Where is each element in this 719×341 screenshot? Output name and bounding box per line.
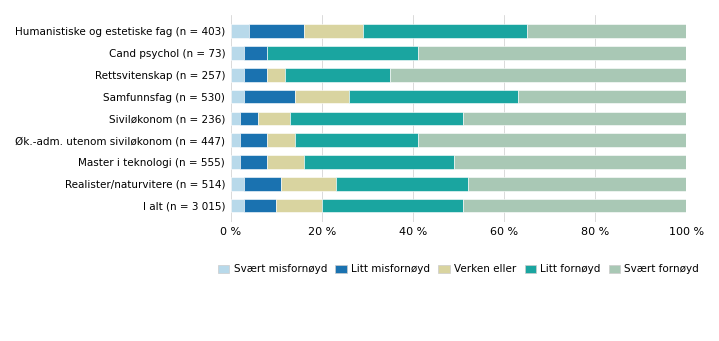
Bar: [244, 177, 281, 191]
Bar: [322, 199, 463, 212]
Bar: [231, 199, 244, 212]
Bar: [390, 68, 687, 81]
Bar: [240, 133, 267, 147]
Bar: [231, 25, 249, 38]
Bar: [240, 112, 258, 125]
Bar: [267, 133, 295, 147]
Bar: [454, 155, 687, 169]
Bar: [336, 177, 468, 191]
Bar: [281, 177, 336, 191]
Bar: [363, 25, 527, 38]
Bar: [231, 155, 240, 169]
Bar: [285, 68, 390, 81]
Bar: [231, 177, 244, 191]
Bar: [249, 25, 303, 38]
Bar: [258, 112, 290, 125]
Bar: [303, 155, 454, 169]
Bar: [527, 25, 687, 38]
Bar: [267, 46, 418, 60]
Bar: [244, 68, 267, 81]
Bar: [267, 68, 285, 81]
Bar: [463, 112, 687, 125]
Bar: [463, 199, 687, 212]
Bar: [276, 199, 322, 212]
Bar: [244, 90, 295, 103]
Bar: [244, 199, 276, 212]
Bar: [231, 112, 240, 125]
Bar: [295, 90, 349, 103]
Bar: [349, 90, 518, 103]
Bar: [231, 90, 244, 103]
Bar: [468, 177, 687, 191]
Bar: [231, 68, 244, 81]
Bar: [295, 133, 418, 147]
Bar: [518, 90, 687, 103]
Bar: [231, 133, 240, 147]
Bar: [231, 46, 244, 60]
Bar: [290, 112, 463, 125]
Bar: [418, 133, 687, 147]
Bar: [244, 46, 267, 60]
Bar: [303, 25, 363, 38]
Bar: [267, 155, 303, 169]
Bar: [418, 46, 687, 60]
Bar: [240, 155, 267, 169]
Legend: Svært misfornøyd, Litt misfornøyd, Verken eller, Litt fornøyd, Svært fornøyd: Svært misfornøyd, Litt misfornøyd, Verke…: [214, 260, 703, 279]
